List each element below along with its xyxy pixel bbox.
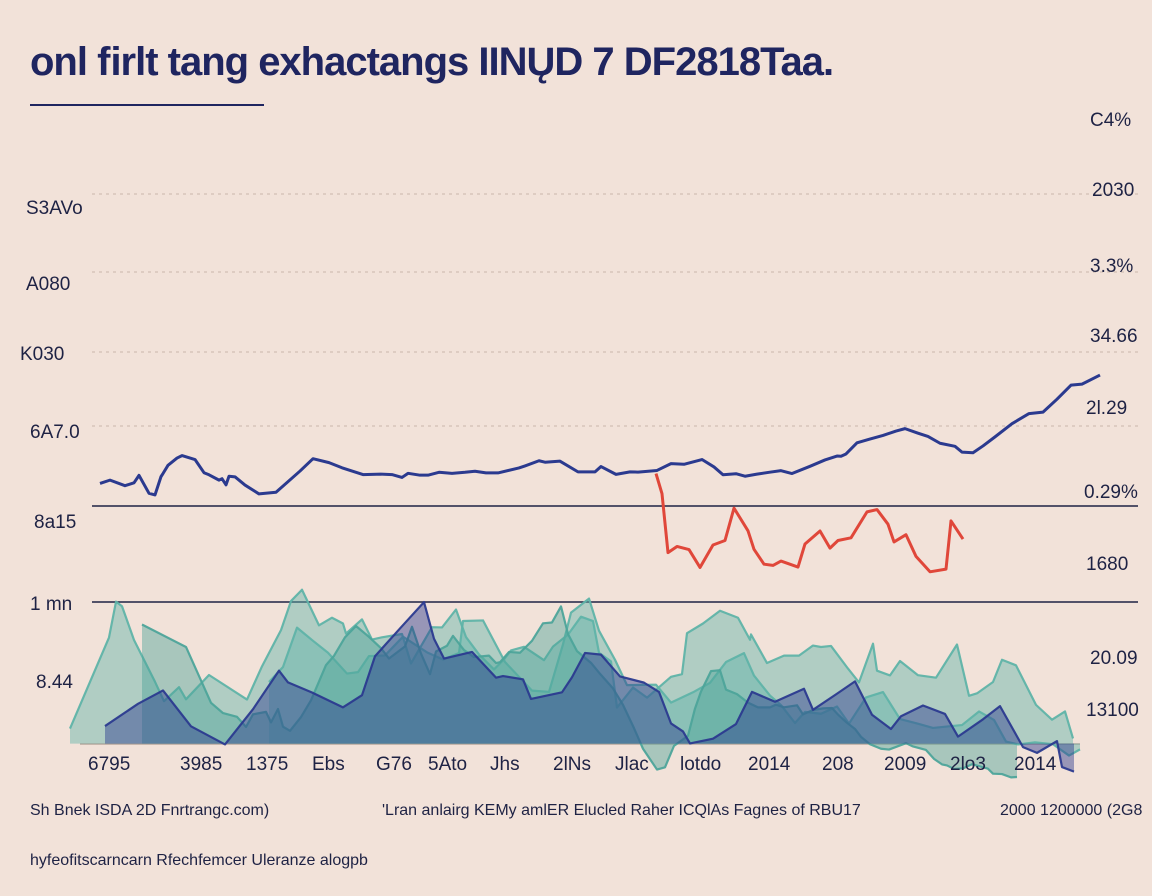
y-left-tick-label-5: 1 mn [30, 594, 72, 615]
x-tick-label-14: 2014 [1014, 754, 1057, 775]
x-tick-label-9: lotdo [680, 754, 721, 775]
footer-source-center: 'Lran anlairg KEMy amlER Elucled Raher I… [382, 802, 861, 819]
x-tick-label-5: 5Ato [428, 754, 467, 775]
y-right-tick-label-7: 20.09 [1090, 648, 1138, 669]
y-right-tick-label-4: 2l.29 [1086, 398, 1127, 419]
y-right-tick-label-1: 2030 [1092, 180, 1134, 201]
x-tick-label-13: 2lo3 [950, 754, 986, 775]
x-tick-label-12: 2009 [884, 754, 926, 775]
series-5-line [104, 600, 1075, 773]
chart-title: onl ﬁrlt tang exhactangs IINŲD 7 DF2818T… [30, 40, 834, 84]
footer-source-right: 2000 1200000 (2G8 [1000, 802, 1143, 819]
series-3-area [269, 598, 1080, 756]
x-tick-label-7: 2lNs [553, 754, 591, 775]
y-right-tick-label-8: 13100 [1086, 700, 1139, 721]
title-underline [30, 104, 264, 106]
y-left-tick-label-2: K030 [20, 344, 64, 365]
footer-note: hyfeofitscarncarn Rfechfemcer Uleranze a… [30, 852, 368, 869]
series-5-area [105, 602, 1074, 772]
x-tick-label-10: 2014 [748, 754, 791, 775]
y-left-tick-label-1: A080 [26, 274, 70, 295]
y-left-tick-label-0: S3AVo [26, 198, 83, 219]
x-tick-label-1: 3985 [180, 754, 222, 775]
x-tick-label-3: Ebs [312, 754, 345, 775]
footer-source-left: Sh Bnek ISDA 2D Fnrtrangc.com) [30, 802, 270, 819]
series-2-area [70, 589, 1073, 744]
y-right-tick-label-2: 3.3% [1090, 256, 1133, 277]
series-1-line [654, 473, 965, 574]
series-4-area [142, 606, 1017, 778]
y-right-tick-label-3: 34.66 [1090, 326, 1138, 347]
y-left-tick-label-6: 8.44 [36, 672, 73, 693]
x-tick-label-0: 6795 [88, 754, 130, 775]
x-tick-label-11: 208 [822, 754, 854, 775]
x-tick-label-6: Jhs [490, 754, 520, 775]
series-0-line [99, 373, 1101, 497]
x-tick-label-8: Jlac [615, 754, 649, 775]
x-tick-label-2: 1375 [246, 754, 288, 775]
y-left-tick-label-4: 8a15 [34, 512, 76, 533]
y-left-tick-label-3: 6A7.0 [30, 422, 80, 443]
y-right-tick-label-0: C4% [1090, 110, 1131, 131]
y-right-tick-label-6: 1680 [1086, 554, 1128, 575]
y-right-tick-label-5: 0.29% [1084, 482, 1138, 503]
x-tick-label-4: G76 [376, 754, 412, 775]
